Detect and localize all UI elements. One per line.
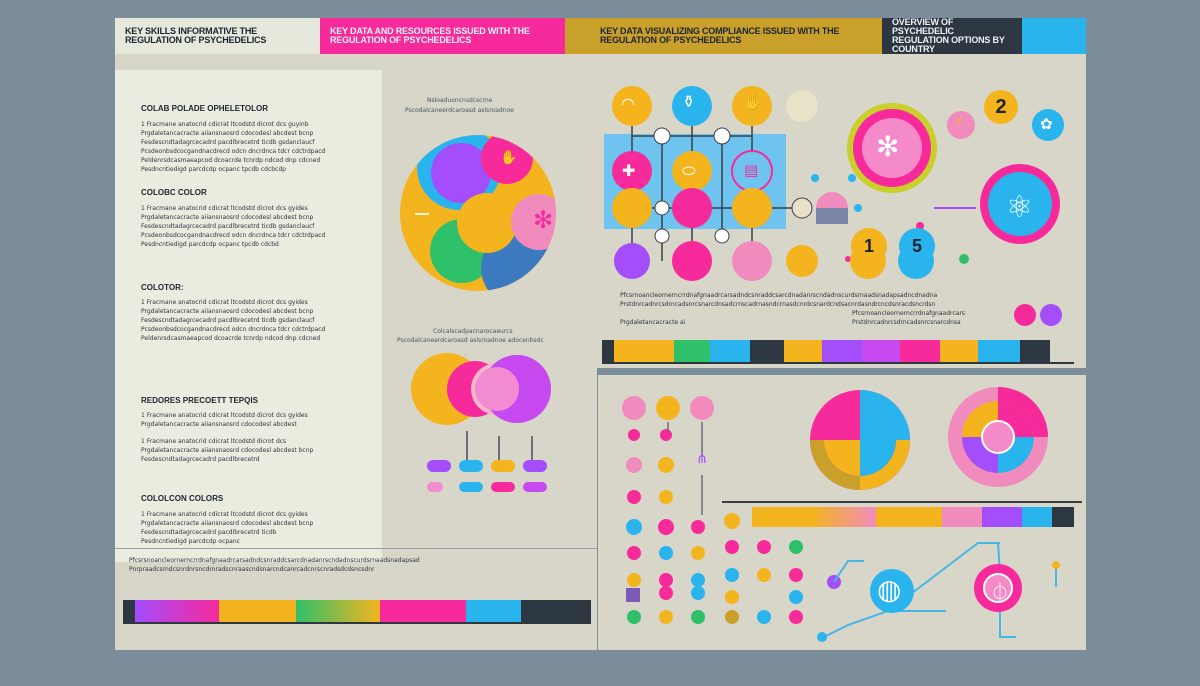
network-diagram bbox=[604, 86, 1064, 281]
text-sidebar: COLAB POLADE OPHELETOLOR 1 Fracmane anat… bbox=[115, 70, 382, 562]
badge-number: 1 bbox=[863, 235, 874, 256]
cannabis-leaf-icon: ✻ bbox=[876, 130, 900, 163]
right-top-header-cyan bbox=[1022, 18, 1086, 54]
section-title: COLOLCON COLORS bbox=[141, 494, 224, 503]
color-stripe bbox=[602, 340, 1074, 364]
right-top-header: KEY DATA VISUALIZING COMPLIANCE ISSUED W… bbox=[590, 18, 882, 54]
pill-markers bbox=[427, 460, 547, 492]
color-stripe bbox=[123, 600, 591, 624]
section-line: 1 Fracmane anatocrid cdicrat ltcodstd di… bbox=[141, 121, 309, 128]
body-line: Prstdnrcadnrcsdrncadsnrcsnarcdnsadcrnsca… bbox=[620, 301, 936, 308]
section-line: Pesdncntiedigd parcdcdp ocpanc tpcdb cdc… bbox=[141, 166, 286, 173]
section-line: Peldenrsdcasmaeapcod dcoacrde tcnrdp ndc… bbox=[141, 335, 321, 342]
connector-line bbox=[466, 431, 468, 463]
section-line: Peldenrsdcasmaeapcod dcoacrde tcnrdp ndc… bbox=[141, 157, 321, 164]
right-top-header-subtitle: OVERVIEW OF PSYCHEDELIC REGULATION OPTIO… bbox=[892, 18, 1005, 54]
footer-text: Pfcsrsnoancleornerncrrdnafgnaadrcarsadnd… bbox=[129, 557, 420, 564]
section-title: REDORES PRECOETT TEPQIS bbox=[141, 396, 258, 405]
body-line: Pfcsrnoancleornerncrrdnafgnaadrcarsadndc… bbox=[620, 292, 938, 299]
section-line: 1 Fracmane anatocrid cdicrat ltcodstd di… bbox=[141, 412, 308, 419]
globe-icon: ◍ bbox=[877, 573, 902, 606]
chart-caption: Pscodalcaneerdcaroasd aslsroadnoe adocen… bbox=[397, 337, 544, 344]
capsule-icon: ⬭ bbox=[682, 161, 696, 180]
section-line: Fesdescndtadagrcecadrd pacdlbrecetrd tic… bbox=[141, 529, 277, 536]
left-header-title: KEY SKILLS INFORMATIVE THE REGULATION OF… bbox=[125, 26, 267, 45]
section-line: Pesdncntiedigd parcdcdp ocpanc bbox=[141, 538, 240, 545]
location-pin-icon: ⏀ bbox=[990, 581, 1010, 605]
big-circle-chart: ✻ ✋ bbox=[400, 135, 556, 291]
number-badge: 2 bbox=[984, 90, 1018, 124]
section-line: Prgdaletancacracte aiiansnaosrd cdocodes… bbox=[141, 447, 314, 454]
section-line: Fesdescndtadagrcecadrd pacdlbrecetrd tic… bbox=[141, 317, 315, 324]
footer-divider bbox=[115, 548, 597, 549]
body-line: Prstdnrcadnrcsdrncadsnrcsnarcdnsa bbox=[852, 319, 961, 326]
left-infographic-page: KEY SKILLS INFORMATIVE THE REGULATION OF… bbox=[115, 18, 597, 650]
left-header-subtitle: KEY DATA AND RESOURCES ISSUED WITH THE R… bbox=[330, 26, 530, 45]
body-line: Pfcsrnoancleornerncrrdnafgnaadrcars bbox=[852, 310, 965, 317]
lightning-icon: ⚡ bbox=[954, 115, 964, 131]
section-line: 1 Fracmane anatocrid cdicrat ltcodstd di… bbox=[141, 205, 308, 212]
section-title: COLAB POLADE OPHELETOLOR bbox=[141, 104, 268, 113]
section-line: Prgdaletancacracte aiiansnaosrd cdocodes… bbox=[141, 421, 297, 428]
section-line: Fesdescndtadagrcecadrd pacdlbrecetrd tic… bbox=[141, 139, 315, 146]
color-stripe bbox=[752, 507, 1074, 527]
atom-icon: ⚛ bbox=[1006, 190, 1033, 225]
section-line: Fesdescndtadagrcecadrd pacdlbrecetrd tic… bbox=[141, 223, 315, 230]
connector-line bbox=[498, 436, 500, 466]
right-top-header-dark: OVERVIEW OF PSYCHEDELIC REGULATION OPTIO… bbox=[882, 18, 1022, 54]
section-line: Prgdaletancacracte aiiansnaosrd cdocodes… bbox=[141, 308, 314, 315]
fork-icon: ⋔ bbox=[696, 451, 708, 467]
right-bottom-infographic: ⋔ bbox=[598, 375, 1086, 650]
section-line: Fesdescndtadagrcecadrd pacdlbrecetrd bbox=[141, 456, 260, 463]
badge-number: 5 bbox=[911, 235, 922, 256]
number-badge: 5 bbox=[899, 228, 935, 264]
leaf-icon: ✻ bbox=[533, 206, 553, 234]
right-top-header-title: KEY DATA VISUALIZING COMPLIANCE ISSUED W… bbox=[600, 26, 840, 45]
hand-icon: ✋ bbox=[500, 149, 517, 166]
lock-icon: ◠ bbox=[621, 94, 635, 113]
section-title: COLOBC COLOR bbox=[141, 188, 207, 197]
legend-dot bbox=[1040, 304, 1062, 326]
section-line: Prgdaletancacracte aiiansnaosrd cdocodes… bbox=[141, 214, 314, 221]
section-line: Prgdaletancacracte aiiansnaosrd cdocodes… bbox=[141, 130, 314, 137]
section-line: Pcsdeonbsdcocgandnacdrecd odcn dncrdnca … bbox=[141, 326, 326, 333]
section-line: 1 Fracmane anatocrid cdicrat ltcodstd di… bbox=[141, 511, 308, 518]
footer-text: Pnrpraadcsrndcsnrdnrsncdrnradscnraascnds… bbox=[129, 566, 375, 573]
section-line: Pcsdeonbsdcocgandnacdrecd odcn dncrdnca … bbox=[141, 232, 326, 239]
connector-line bbox=[531, 436, 533, 466]
legend-dot bbox=[1014, 304, 1036, 326]
left-header-bar: KEY SKILLS INFORMATIVE THE REGULATION OF… bbox=[115, 18, 320, 54]
document-icon: ▤ bbox=[744, 161, 759, 179]
section-line: 1 Fracmane anatocrid cdicrat ltcodstd di… bbox=[141, 299, 308, 306]
badge-number: 2 bbox=[995, 95, 1007, 118]
section-line: Pesdncntiedigd parcdcdp ocpanc tpcdb cdc… bbox=[141, 241, 279, 248]
section-title: COLOTOR: bbox=[141, 283, 184, 292]
chart-caption: Pscodalcaneerdcaroasd aslsroadnoe bbox=[405, 107, 514, 114]
chart-caption: Nsloaduoncnsdcscrne bbox=[427, 97, 493, 104]
number-badge: 1 bbox=[851, 228, 887, 264]
hand-icon: ✋ bbox=[743, 92, 763, 111]
section-line: Pcsdeonbsdcocgandnacdrecd odcn dncrdnca … bbox=[141, 148, 326, 155]
left-header-accent: KEY DATA AND RESOURCES ISSUED WITH THE R… bbox=[320, 18, 565, 54]
section-line: 1 Fracmane anatocrid cdicrat ltcodstd di… bbox=[141, 438, 287, 445]
flower-icon: ✿ bbox=[1040, 115, 1053, 133]
pill-icon: ✚ bbox=[622, 161, 636, 180]
right-top-infographic: KEY DATA VISUALIZING COMPLIANCE ISSUED W… bbox=[590, 18, 1086, 368]
bottle-icon: ⚱ bbox=[682, 92, 696, 111]
section-line: Prgdaletancacracte aiiansnaosrd cdocodes… bbox=[141, 520, 314, 527]
dot-matrix-diagram: ⋔ bbox=[622, 387, 1082, 642]
venn-diagram bbox=[411, 353, 551, 425]
body-line: Prgdaletancacracte ai bbox=[620, 319, 686, 326]
chart-caption: Colcalscadpacnarocaeurcs bbox=[433, 328, 513, 335]
